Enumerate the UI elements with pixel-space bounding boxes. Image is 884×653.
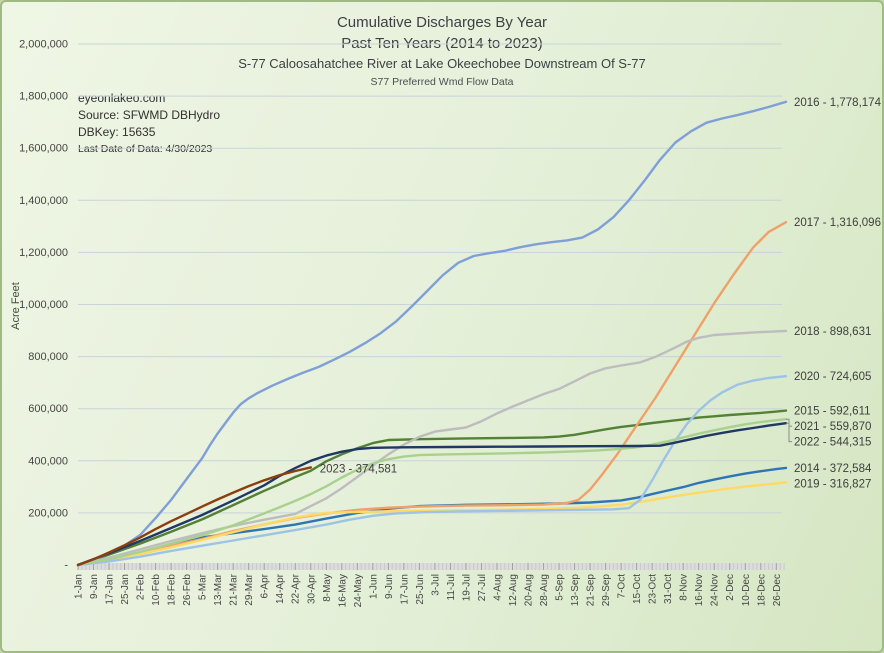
series-end-label-2016: 2016 - 1,778,174: [794, 97, 882, 109]
x-tick-label: 11-Jul: [446, 574, 457, 601]
series-line-2023: [76, 466, 312, 567]
x-tick-label: 29-Sep: [601, 574, 612, 607]
x-tick-label: 18-Dec: [756, 574, 767, 606]
x-tick-label: 22-Apr: [291, 573, 302, 604]
x-tick-label: 6-Apr: [260, 573, 271, 598]
leader-line-2021: [786, 418, 792, 427]
dbkey-line: DBKey: 15635: [78, 125, 156, 139]
y-tick-label: -: [64, 560, 68, 572]
site-name: eyeonlakeo.com: [78, 91, 166, 105]
chart-station-title: S-77 Caloosahatchee River at Lake Okeech…: [238, 56, 646, 71]
series-inline-label-2023: 2023 - 374,581: [320, 463, 397, 475]
series-line-2016: [76, 100, 788, 567]
series-line-2018: [76, 329, 788, 567]
x-tick-label: 15-Oct: [632, 574, 643, 604]
x-tick-label: 26-Dec: [772, 574, 783, 606]
series-end-label-2018: 2018 - 898,631: [794, 326, 871, 338]
series-end-label-2021: 2021 - 559,870: [794, 421, 871, 433]
x-tick-label: 14-Apr: [275, 573, 286, 604]
series-line-2015: [76, 409, 788, 567]
x-tick-label: 16-Nov: [694, 574, 705, 606]
x-tick-label: 16-May: [337, 574, 348, 607]
x-tick-label: 17-Jan: [105, 574, 116, 605]
x-tick-label: 27-Jul: [477, 574, 488, 601]
x-tick-label: 9-Jan: [89, 574, 100, 599]
x-tick-label: 21-Mar: [229, 573, 240, 605]
y-tick-label: 400,000: [28, 455, 68, 467]
x-tick-label: 29-Mar: [244, 573, 255, 605]
x-tick-label: 1-Jan: [74, 574, 85, 599]
series-line-2019: [76, 481, 788, 567]
x-tick-label: 8-Nov: [679, 574, 690, 601]
x-tick-label: 12-Aug: [508, 574, 519, 606]
x-tick-label: 3-Jul: [430, 574, 441, 596]
x-tick-label: 20-Aug: [524, 574, 535, 606]
y-tick-label: 1,600,000: [19, 143, 68, 155]
x-tick-label: 25-Jan: [120, 574, 131, 605]
x-tick-label: 2-Dec: [725, 574, 736, 601]
series-end-label-2015: 2015 - 592,611: [794, 406, 871, 418]
leader-line-2022: [786, 422, 792, 443]
series-end-label-2019: 2019 - 316,827: [794, 478, 871, 490]
y-tick-label: 1,000,000: [19, 299, 68, 311]
x-tick-label: 25-Jun: [415, 574, 426, 605]
series-end-label-2022: 2022 - 544,315: [794, 437, 871, 449]
series-end-label-2020: 2020 - 724,605: [794, 371, 871, 383]
y-tick-label: 200,000: [28, 507, 68, 519]
x-axis-strip: [78, 563, 782, 570]
chart-data-note: S77 Preferred Wmd Flow Data: [370, 76, 514, 88]
x-tick-label: 8-May: [322, 574, 333, 602]
x-tick-label: 13-Mar: [213, 573, 224, 605]
x-tick-label: 23-Oct: [648, 574, 659, 604]
series-line-2022: [76, 422, 788, 567]
source-line: Source: SFWMD DBHydro: [78, 108, 221, 122]
x-tick-label: 2-Feb: [136, 574, 147, 601]
source-info-block: eyeonlakeo.com Source: SFWMD DBHydro DBK…: [78, 90, 220, 157]
x-tick-label: 24-May: [353, 574, 364, 607]
series-end-label-2017: 2017 - 1,316,096: [794, 217, 881, 229]
x-tick-label: 26-Feb: [182, 574, 193, 606]
chart-titles: Cumulative Discharges By Year Past Ten Y…: [2, 12, 882, 90]
x-tick-label: 21-Sep: [586, 574, 597, 607]
series-end-label-2014: 2014 - 372,584: [794, 463, 872, 475]
x-tick-label: 17-Jun: [399, 574, 410, 605]
y-tick-label: 1,200,000: [19, 247, 68, 259]
x-tick-label: 1-Jun: [368, 574, 379, 599]
x-tick-label: 19-Jul: [461, 574, 472, 601]
y-tick-label: 800,000: [28, 351, 68, 363]
y-tick-label: 1,800,000: [19, 91, 68, 103]
chart-title: Cumulative Discharges By Year: [336, 14, 548, 31]
x-tick-label: 28-Aug: [539, 574, 550, 606]
x-tick-label: 24-Nov: [710, 574, 721, 606]
series-line-2020: [76, 375, 788, 567]
x-tick-label: 7-Oct: [617, 574, 628, 599]
series-line-2017: [76, 220, 788, 567]
x-tick-label: 4-Aug: [492, 574, 503, 601]
x-tick-label: 10-Feb: [151, 574, 162, 606]
x-tick-label: 5-Mar: [198, 573, 209, 600]
x-tick-label: 30-Apr: [306, 573, 317, 604]
x-tick-label: 5-Sep: [555, 574, 566, 601]
x-tick-label: 31-Oct: [663, 574, 674, 604]
y-tick-label: 600,000: [28, 403, 68, 415]
last-date-line: Last Date of Data: 4/30/2023: [78, 143, 213, 155]
x-tick-label: 10-Dec: [741, 574, 752, 606]
series-line-2021: [76, 418, 788, 567]
x-tick-label: 13-Sep: [570, 574, 581, 607]
x-tick-label: 18-Feb: [167, 574, 178, 606]
x-tick-label: 9-Jun: [384, 574, 395, 599]
y-tick-label: 2,000,000: [19, 39, 68, 51]
y-tick-label: 1,400,000: [19, 195, 68, 207]
